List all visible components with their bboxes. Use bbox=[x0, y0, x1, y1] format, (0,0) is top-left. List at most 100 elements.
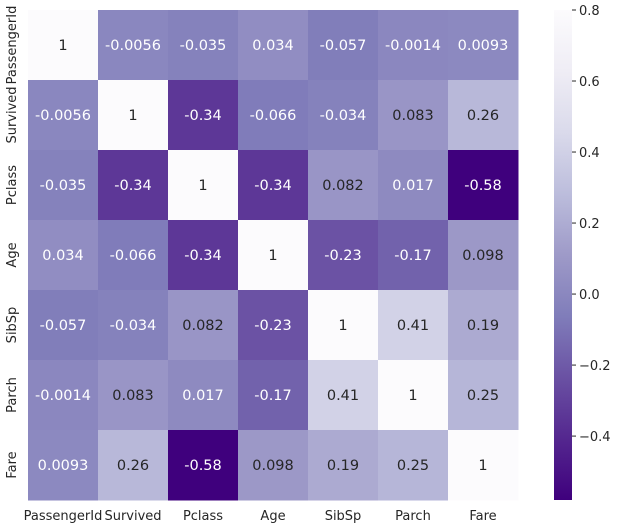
heatmap-cell bbox=[98, 430, 169, 501]
colorbar-tick-label: −0.2 bbox=[579, 359, 611, 374]
heatmap-cell bbox=[448, 360, 519, 431]
colorbar-tick-label: 0.6 bbox=[579, 75, 600, 90]
heatmap-annotations: 1 -0.0056 -0.035 0.034 -0.057 -0.0014 0.0093 -0… bbox=[35, 38, 508, 474]
cell-annotation: -0.34 bbox=[184, 108, 222, 124]
heatmap-cell bbox=[308, 150, 379, 221]
heatmap-cell bbox=[28, 360, 99, 431]
cell-annotation: 0.26 bbox=[117, 458, 149, 474]
cell-annotation: -0.057 bbox=[40, 318, 87, 334]
cell-annotation: 0.41 bbox=[327, 388, 359, 404]
heatmap-cell bbox=[98, 80, 169, 151]
cell-annotation: -0.58 bbox=[464, 178, 502, 194]
cell-annotation: -0.034 bbox=[110, 318, 157, 334]
x-tick-label: Parch bbox=[395, 509, 431, 524]
heatmap-cell bbox=[98, 290, 169, 361]
x-tick-label: PassengerId bbox=[24, 509, 103, 524]
heatmap-cell bbox=[238, 220, 309, 291]
cell-annotation: 0.017 bbox=[182, 388, 224, 404]
cell-annotation: 0.25 bbox=[397, 458, 429, 474]
heatmap-cell bbox=[238, 150, 309, 221]
colorbar-tick-label: −0.4 bbox=[579, 430, 611, 445]
heatmap-cell bbox=[28, 150, 99, 221]
cell-annotation: -0.0056 bbox=[105, 38, 161, 54]
heatmap-cell bbox=[378, 360, 449, 431]
heatmap-cell bbox=[378, 430, 449, 501]
heatmap-cell bbox=[448, 10, 519, 81]
cell-annotation: 1 bbox=[408, 388, 417, 404]
x-tick-label: Fare bbox=[469, 509, 496, 524]
heatmap-cell bbox=[98, 10, 169, 81]
cell-annotation: 0.0093 bbox=[38, 458, 89, 474]
y-tick-label: Age bbox=[5, 242, 20, 267]
heatmap-cell bbox=[448, 80, 519, 151]
colorbar-tick-label: 0.4 bbox=[579, 146, 600, 161]
cell-annotation: -0.0014 bbox=[385, 38, 441, 54]
heatmap-cell bbox=[378, 80, 449, 151]
cell-annotation: -0.034 bbox=[320, 108, 367, 124]
cell-annotation: -0.17 bbox=[394, 248, 432, 264]
colorbar-tick-label: 0.8 bbox=[579, 4, 600, 19]
heatmap-cell bbox=[28, 430, 99, 501]
cell-annotation: 0.26 bbox=[467, 108, 499, 124]
cell-annotation: 1 bbox=[58, 38, 67, 54]
colorbar bbox=[554, 10, 572, 500]
heatmap-cell bbox=[28, 220, 99, 291]
cell-annotation: -0.23 bbox=[254, 318, 292, 334]
x-tick-labels: PassengerId Survived Pclass Age SibSp Parch Fa… bbox=[24, 509, 497, 524]
cell-annotation: -0.066 bbox=[250, 108, 297, 124]
heatmap-cell bbox=[168, 150, 239, 221]
cell-annotation: 1 bbox=[478, 458, 487, 474]
heatmap-cell bbox=[238, 80, 309, 151]
heatmap-cell bbox=[98, 220, 169, 291]
heatmap-cell bbox=[378, 150, 449, 221]
cell-annotation: 0.034 bbox=[42, 248, 84, 264]
heatmap-cell bbox=[308, 80, 379, 151]
heatmap-cell bbox=[378, 10, 449, 81]
cell-annotation: -0.057 bbox=[320, 38, 367, 54]
heatmap-cell bbox=[28, 80, 99, 151]
heatmap-cell bbox=[308, 430, 379, 501]
cell-annotation: 0.017 bbox=[392, 178, 434, 194]
heatmap-cell bbox=[238, 430, 309, 501]
heatmap-cell bbox=[448, 220, 519, 291]
cell-annotation: -0.0014 bbox=[35, 388, 91, 404]
heatmap-cell bbox=[238, 290, 309, 361]
heatmap-cell bbox=[308, 360, 379, 431]
cell-annotation: 0.034 bbox=[252, 38, 294, 54]
cell-annotation: 0.41 bbox=[397, 318, 429, 334]
heatmap-cell bbox=[238, 10, 309, 81]
cell-annotation: -0.066 bbox=[110, 248, 157, 264]
heatmap-cell bbox=[168, 290, 239, 361]
y-tick-label: PassengerId bbox=[5, 6, 20, 85]
heatmap-cell bbox=[378, 290, 449, 361]
heatmap-cell bbox=[168, 220, 239, 291]
heatmap-cell bbox=[308, 290, 379, 361]
y-tick-label: Parch bbox=[5, 377, 20, 413]
heatmap-cell bbox=[448, 290, 519, 361]
x-tick-label: Age bbox=[260, 509, 285, 524]
heatmap-cell bbox=[168, 430, 239, 501]
heatmap-cell bbox=[168, 360, 239, 431]
heatmap-cell bbox=[98, 150, 169, 221]
cell-annotation: 0.083 bbox=[392, 108, 434, 124]
cell-annotation: -0.34 bbox=[254, 178, 292, 194]
heatmap-cell bbox=[448, 150, 519, 221]
heatmap-cell bbox=[168, 10, 239, 81]
cell-annotation: 1 bbox=[338, 318, 347, 334]
heatmap-cell bbox=[448, 430, 519, 501]
cell-annotation: -0.58 bbox=[184, 458, 222, 474]
cell-annotation: -0.035 bbox=[180, 38, 227, 54]
cell-annotation: 0.098 bbox=[462, 248, 504, 264]
cell-annotation: -0.23 bbox=[324, 248, 362, 264]
cell-annotation: 0.083 bbox=[112, 388, 154, 404]
x-tick-label: Survived bbox=[104, 509, 161, 524]
heatmap-cell bbox=[28, 290, 99, 361]
cell-annotation: -0.34 bbox=[114, 178, 152, 194]
cell-annotation: 0.25 bbox=[467, 388, 499, 404]
colorbar-tick-label: 0.0 bbox=[579, 288, 600, 303]
cell-annotation: 0.0093 bbox=[458, 38, 509, 54]
x-tick-label: SibSp bbox=[325, 509, 362, 524]
y-tick-label: SibSp bbox=[5, 307, 20, 344]
